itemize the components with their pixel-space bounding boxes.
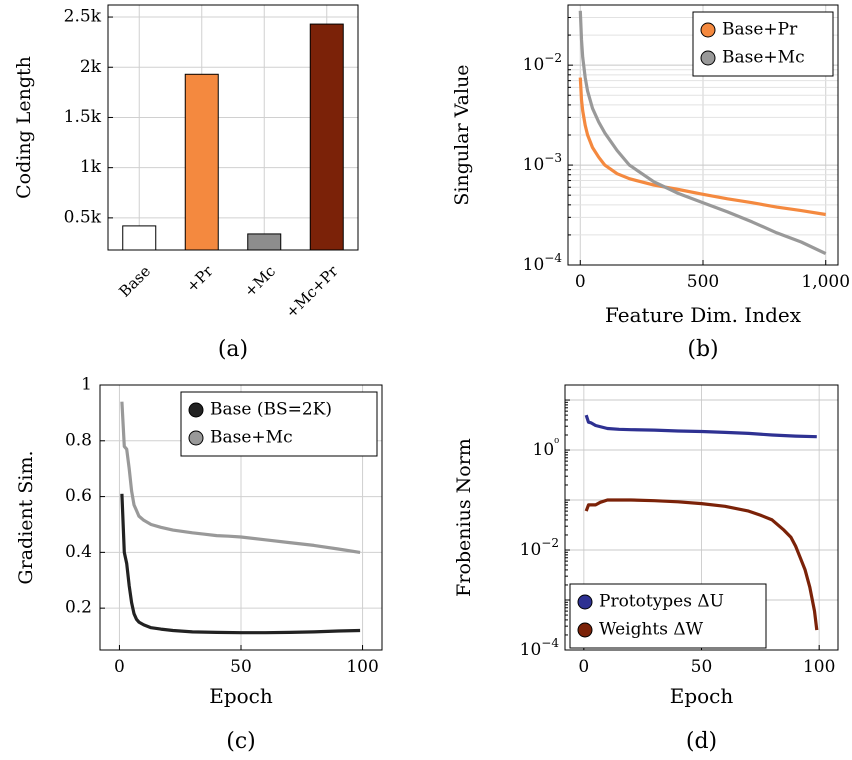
series-line bbox=[584, 498, 819, 631]
x-tick-label: Base bbox=[116, 262, 155, 301]
y-tick-label: 1.5k bbox=[64, 107, 102, 127]
x-axis-label: Epoch bbox=[209, 684, 273, 708]
legend-entry: Prototypes ΔU bbox=[599, 592, 724, 612]
y-tick-label: 10−4 bbox=[523, 251, 563, 275]
legend-box bbox=[692, 11, 834, 77]
y-tick-label: 2k bbox=[80, 57, 102, 77]
legend-entry: Weights ΔW bbox=[599, 620, 704, 640]
legend-marker bbox=[700, 22, 716, 38]
x-tick-label: 50 bbox=[230, 657, 252, 677]
y-tick-label: 0.4 bbox=[65, 542, 92, 562]
panel-label: (d) bbox=[686, 729, 717, 754]
x-tick-label: 1,000 bbox=[801, 272, 850, 292]
y-axis-label: Gradient Sim. bbox=[15, 450, 37, 584]
x-tick-label: 100 bbox=[803, 657, 835, 677]
panel-b: 0 500 1,000 10−4 10−3 10−2 Base+Pr Base+Mc Singu… bbox=[451, 4, 850, 327]
legend-box bbox=[180, 391, 378, 457]
legend: Prototypes ΔU Weights ΔW bbox=[569, 583, 767, 649]
x-tick-label: 100 bbox=[346, 657, 378, 677]
panel-c: 0 50 100 0.2 0.4 0.6 0.8 1 Base (BS=2K) Base+Mc Gr… bbox=[15, 375, 383, 708]
legend-marker bbox=[700, 50, 716, 66]
bar bbox=[309, 23, 344, 251]
x-tick-label: 0 bbox=[114, 657, 125, 677]
legend-marker bbox=[577, 622, 593, 638]
y-tick-label: 1k bbox=[80, 157, 102, 177]
legend-marker bbox=[577, 594, 593, 610]
legend-entry: Base+Mc bbox=[210, 428, 293, 448]
y-tick-label: 0.6 bbox=[65, 486, 92, 506]
bar bbox=[184, 73, 219, 251]
y-tick-label: 10⁰ bbox=[533, 436, 560, 460]
series-line bbox=[584, 414, 817, 439]
x-tick-label: +Mc+Pr bbox=[282, 262, 342, 322]
y-axis-label: Coding Length bbox=[13, 56, 35, 199]
panel-a: 0.5k 1k 1.5k 2k 2.5k Base +Pr +Mc +Mc+Pr Coding L… bbox=[13, 4, 359, 322]
plot-frame bbox=[107, 4, 359, 251]
legend-box bbox=[569, 583, 767, 649]
plot-frame bbox=[99, 384, 383, 651]
series-line bbox=[120, 401, 361, 554]
legend-marker bbox=[188, 430, 204, 446]
y-tick-label: 2.5k bbox=[64, 7, 102, 27]
x-axis-label: Feature Dim. Index bbox=[605, 303, 802, 327]
y-tick-label: 10−2 bbox=[523, 51, 562, 75]
x-tick-label: 0 bbox=[575, 272, 586, 292]
y-axis-label: Singular Value bbox=[451, 64, 473, 205]
legend-entry: Base+Pr bbox=[722, 20, 798, 40]
x-tick-label: +Pr bbox=[183, 262, 217, 296]
y-tick-label: 10−4 bbox=[520, 636, 560, 660]
y-tick-label: 0.2 bbox=[65, 598, 92, 618]
x-tick-label: 50 bbox=[691, 657, 713, 677]
x-tick-label: +Mc bbox=[241, 262, 279, 300]
x-axis-label: Epoch bbox=[670, 684, 734, 708]
plot-frame bbox=[567, 4, 839, 266]
y-tick-label: 10−3 bbox=[523, 151, 562, 175]
y-tick-label: 10−2 bbox=[520, 536, 559, 560]
series-line bbox=[578, 10, 827, 256]
bar bbox=[247, 233, 282, 251]
legend-entry: Base+Mc bbox=[722, 48, 805, 68]
y-tick-label: 0.5k bbox=[64, 207, 102, 227]
legend: Base+Pr Base+Mc bbox=[692, 11, 834, 77]
legend: Base (BS=2K) Base+Mc bbox=[180, 391, 378, 457]
panel-label: (c) bbox=[226, 729, 256, 754]
y-tick-label: 1 bbox=[81, 375, 92, 395]
panel-d: 0 50 100 10−4 10−2 10⁰ Prototypes ΔU Weights ΔW… bbox=[453, 384, 839, 708]
panel-label: (b) bbox=[687, 337, 718, 362]
y-tick-label: 0.8 bbox=[65, 430, 92, 450]
plot-frame bbox=[564, 384, 839, 651]
bar bbox=[122, 225, 157, 251]
legend-marker bbox=[188, 402, 204, 418]
panel-label: (a) bbox=[218, 337, 248, 362]
x-tick-label: 0 bbox=[578, 657, 589, 677]
legend-entry: Base (BS=2K) bbox=[210, 400, 332, 420]
series-line bbox=[578, 77, 826, 217]
y-axis-label: Frobenius Norm bbox=[453, 438, 475, 597]
x-tick-label: 500 bbox=[687, 272, 719, 292]
series-line bbox=[120, 493, 361, 635]
